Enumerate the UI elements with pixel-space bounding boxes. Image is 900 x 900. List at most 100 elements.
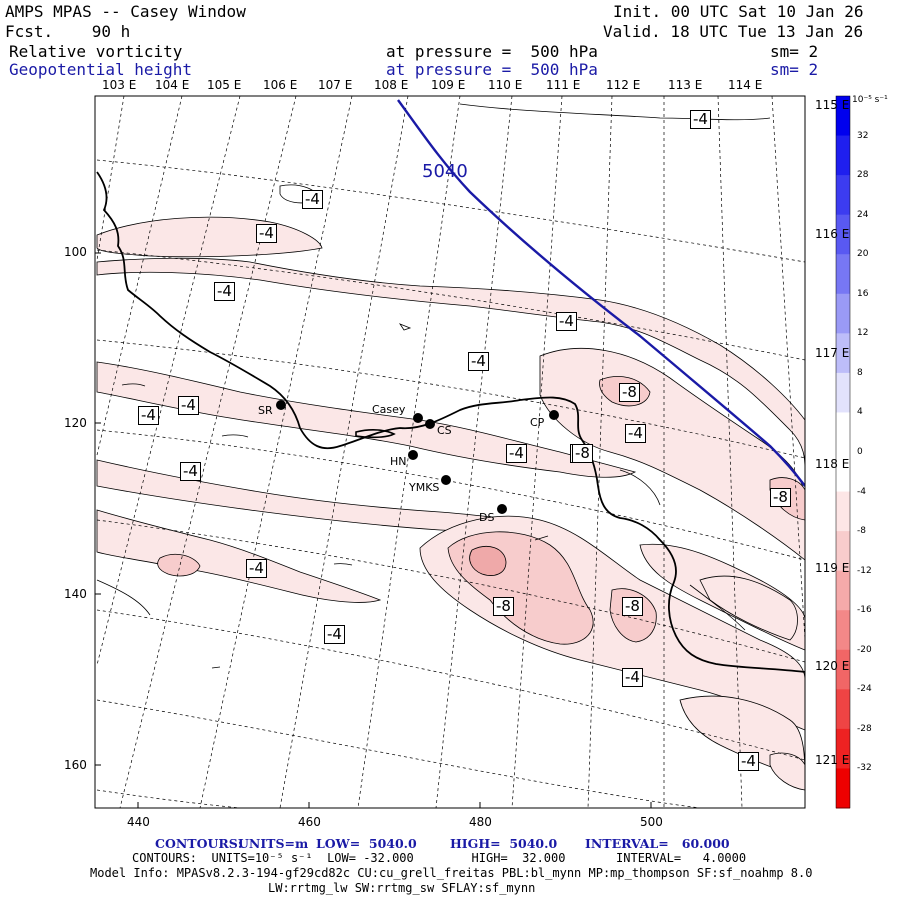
colorbar-unit: 10⁻⁵ s⁻¹ — [852, 95, 888, 105]
colorbar-swatch — [836, 649, 850, 690]
field2-level: at pressure = 500 hPa — [386, 60, 598, 79]
right-lon-label: 119 E — [815, 561, 850, 575]
contours-height-high: HIGH= 5040.0 — [450, 836, 558, 851]
model-info-2: LW:rrtmg_lw SW:rrtmg_sw SFLAY:sf_mynn — [268, 881, 536, 895]
colorbar-swatch — [836, 768, 850, 809]
station-sr-marker — [276, 400, 286, 410]
axis-ticks — [95, 252, 652, 808]
colorbar-tick-label: -32 — [857, 763, 872, 774]
colorbar-tick-label: 24 — [857, 209, 869, 220]
station-cs-marker — [425, 419, 435, 429]
field1-smoothing: sm= 2 — [770, 42, 819, 61]
station-hn-marker — [408, 450, 418, 460]
top-lon-label: 109 E — [431, 78, 466, 92]
x-axis-label: 460 — [298, 815, 321, 829]
y-axis-label: 120 — [64, 416, 87, 430]
vorticity-contour-label: -4 — [256, 224, 277, 243]
colorbar-tick-label: -28 — [857, 723, 872, 734]
right-lon-label: 118 E — [815, 457, 850, 471]
vorticity-contour-label: -4 — [468, 352, 489, 371]
stations — [276, 400, 559, 514]
colorbar-tick-label: 4 — [857, 407, 863, 418]
top-lon-label: 112 E — [606, 78, 641, 92]
latitude-lines — [96, 159, 805, 808]
colorbar-tick-label: 12 — [857, 328, 869, 339]
colorbar-swatch — [836, 610, 850, 651]
colorbar-tick-label: -4 — [857, 486, 866, 497]
longitude-lines — [96, 96, 805, 808]
right-lon-label: 116 E — [815, 227, 850, 241]
colorbar-swatch — [836, 293, 850, 334]
field2-name: Geopotential height — [9, 60, 193, 79]
right-lon-label: 117 E — [815, 346, 850, 360]
station-casey-marker — [413, 413, 423, 423]
colorbar — [835, 95, 851, 809]
colorbar-tick-label: 32 — [857, 130, 869, 141]
vorticity-contour-label: -8 — [770, 488, 791, 507]
vorticity-contour-label: -4 — [246, 559, 267, 578]
y-axis-label: 100 — [64, 245, 87, 259]
colorbar-tick-label: -16 — [857, 605, 872, 616]
contours-height-label: CONTOURS: — [155, 836, 243, 851]
top-lon-label: 111 E — [546, 78, 581, 92]
contours-vorticity: CONTOURS: UNITS=10⁻⁵ s⁻¹ LOW= -32.000 HI… — [132, 851, 747, 865]
field2-smoothing: sm= 2 — [770, 60, 819, 79]
colorbar-swatch — [836, 175, 850, 216]
colorbar-swatch — [836, 412, 850, 453]
vorticity-shading — [96, 216, 805, 791]
top-lon-label: 105 E — [207, 78, 242, 92]
colorbar-tick-label: 16 — [857, 288, 869, 299]
vorticity-contours — [96, 103, 771, 669]
right-lon-label: 121 E — [815, 753, 850, 767]
init-time: Init. 00 UTC Sat 10 Jan 26 — [613, 2, 864, 21]
model-title: AMPS MPAS -- Casey Window — [5, 2, 246, 21]
y-axis-label: 160 — [64, 758, 87, 772]
top-lon-label: 114 E — [728, 78, 763, 92]
colorbar-swatch — [836, 254, 850, 295]
field1-level: at pressure = 500 hPa — [386, 42, 598, 61]
vorticity-contour-label: -8 — [493, 597, 514, 616]
vorticity-contour-label: -4 — [138, 406, 159, 425]
station-label-ymks: YMKS — [409, 481, 440, 494]
station-cp-marker — [549, 410, 559, 420]
height-contour-5040 — [397, 99, 805, 487]
top-lon-label: 104 E — [155, 78, 190, 92]
top-lon-label: 110 E — [488, 78, 523, 92]
colorbar-tick-label: 0 — [857, 447, 863, 457]
colorbar-tick-label: 8 — [857, 367, 863, 378]
vorticity-contour-label: -4 — [178, 396, 199, 415]
right-lon-label: 120 E — [815, 659, 850, 673]
contours-height-units: UNITS=m — [238, 836, 309, 851]
colorbar-tick-label: 28 — [857, 170, 869, 181]
x-axis-label: 500 — [640, 815, 663, 829]
station-label-cs: CS — [437, 424, 452, 437]
x-axis-label: 480 — [469, 815, 492, 829]
vorticity-contour-label: -4 — [738, 752, 759, 771]
station-label-cp: CP — [530, 416, 545, 429]
colorbar-tick-label: -20 — [857, 644, 872, 655]
contours-height-interval: INTERVAL= 60.000 — [585, 836, 730, 851]
colorbar-tick-label: -12 — [857, 565, 872, 576]
colorbar-tick-label: -8 — [857, 526, 866, 537]
station-ymks-marker — [441, 475, 451, 485]
y-axis-label: 140 — [64, 587, 87, 601]
right-lon-label: 115 E — [815, 98, 850, 112]
x-axis-label: 440 — [127, 815, 150, 829]
forecast-hour: Fcst. 90 h — [5, 22, 131, 41]
top-lon-label: 108 E — [374, 78, 409, 92]
vorticity-contour-label: -8 — [622, 597, 643, 616]
height-contour-label: 5040 — [422, 161, 468, 182]
station-label-casey: Casey — [372, 403, 406, 416]
colorbar-swatch — [836, 135, 850, 176]
vorticity-contour-label: -4 — [622, 668, 643, 687]
vorticity-contour-label: -4 — [556, 312, 577, 331]
station-ds-marker — [497, 504, 507, 514]
colorbar-swatch — [836, 452, 850, 493]
station-label-hn: HN — [390, 455, 407, 468]
colorbar-swatch — [836, 531, 850, 572]
vorticity-contour-label: -4 — [324, 625, 345, 644]
contours-height-low: LOW= 5040.0 — [316, 836, 417, 851]
model-info: Model Info: MPASv8.2.3-194-gf29cd82c CU:… — [90, 866, 813, 880]
top-lon-label: 103 E — [102, 78, 137, 92]
